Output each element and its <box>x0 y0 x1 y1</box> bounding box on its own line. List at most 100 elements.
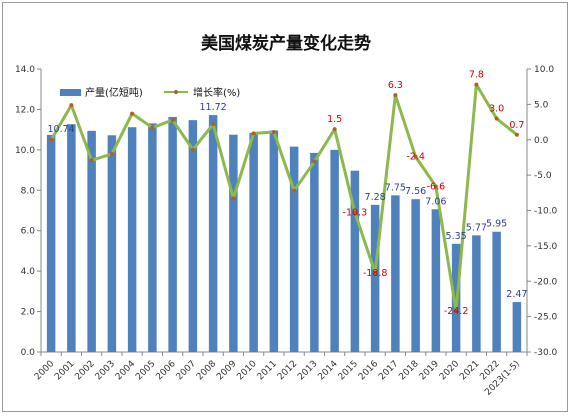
y-right-tick-label: 5.0 <box>534 100 549 110</box>
growth-rate-point <box>393 93 398 98</box>
x-tick-label: 2021 <box>458 359 481 382</box>
data-labels: 10.74 11.72 7.287.75 7.567.06 5.355.77 5.95 2.… <box>48 70 528 317</box>
growth-rate-data-label: 7.8 <box>469 70 484 81</box>
legend-label-production: 产量(亿短吨) <box>85 86 143 99</box>
y-right-tick-label: -5.0 <box>534 171 552 181</box>
growth-rate-point <box>332 127 337 132</box>
legend: 产量(亿短吨) 增长率(%) <box>60 86 240 99</box>
y-right-tick-label: -25.0 <box>534 313 558 323</box>
y-left-tick-label: 14.0 <box>15 65 35 75</box>
production-bar <box>188 120 198 352</box>
production-bar <box>269 130 279 352</box>
y-right-tick-label: -15.0 <box>534 242 558 252</box>
production-bar <box>350 170 360 352</box>
production-bar <box>168 116 177 352</box>
production-bar <box>87 130 96 352</box>
x-tick-label: 2005 <box>134 359 157 382</box>
x-tick-label: 2009 <box>215 359 238 382</box>
growth-rate-data-label: -18.8 <box>363 268 388 279</box>
x-tick-label: 2001 <box>53 359 76 382</box>
x-tick-label: 2017 <box>377 359 400 382</box>
production-data-label: 5.77 <box>466 222 487 233</box>
growth-rate-line <box>49 83 518 313</box>
x-tick-label: 2012 <box>276 359 299 382</box>
x-tick-label: 2014 <box>316 359 339 382</box>
growth-rate-point <box>231 196 236 201</box>
production-data-label: 7.06 <box>425 196 446 207</box>
x-tick-label: 2000 <box>33 359 56 382</box>
production-bar <box>229 134 238 352</box>
legend-swatch-production <box>60 89 81 96</box>
production-data-label: 7.75 <box>385 182 406 193</box>
y-left-tick-label: 0.0 <box>21 348 36 358</box>
x-tick-label: 2019 <box>418 359 441 382</box>
growth-rate-data-label: -10.3 <box>343 208 368 219</box>
production-bar <box>67 124 76 352</box>
production-bar <box>148 123 157 352</box>
production-bar <box>208 115 218 353</box>
production-bar <box>411 199 420 352</box>
production-bar <box>46 134 56 352</box>
growth-rate-point <box>49 137 54 142</box>
growth-rate-data-label: 1.5 <box>327 114 342 125</box>
growth-rate-point <box>170 117 175 122</box>
production-data-label: 7.56 <box>405 186 426 197</box>
y-left-tick-label: 8.0 <box>21 186 36 196</box>
growth-rate-point <box>292 188 297 193</box>
y-right-tick-label: 10.0 <box>534 65 554 75</box>
production-data-label: 5.95 <box>486 219 507 230</box>
x-tick-label: 2016 <box>357 359 380 382</box>
y-left-tick-label: 6.0 <box>21 227 36 237</box>
x-tick-label: 2013 <box>296 359 319 382</box>
production-bar <box>330 149 339 352</box>
production-bar <box>249 132 258 352</box>
production-bar <box>492 231 501 352</box>
growth-rate-point <box>312 159 317 164</box>
x-tick-label: 2008 <box>195 359 218 382</box>
production-bar <box>289 146 299 352</box>
growth-rate-point <box>494 116 499 121</box>
production-bar <box>370 204 380 352</box>
production-bar <box>107 135 117 352</box>
x-tick-label: 2010 <box>235 359 258 382</box>
chart-title: 美国煤炭产量变化走势 <box>201 33 371 54</box>
x-tick-label: 2003 <box>94 359 117 382</box>
y-right-tick-label: -10.0 <box>534 207 558 217</box>
growth-rate-point <box>413 154 418 159</box>
x-tick-label: 2002 <box>73 359 96 382</box>
legend-swatch-growth-marker <box>174 90 178 94</box>
y-left-tick-label: 4.0 <box>21 267 36 277</box>
growth-rate-point <box>109 151 114 156</box>
production-bar <box>310 152 319 352</box>
y-left-tick-label: 10.0 <box>15 146 35 156</box>
production-bar <box>431 209 441 352</box>
growth-rate-point <box>433 184 438 189</box>
production-data-label: 7.28 <box>365 192 386 203</box>
bar-series <box>46 115 522 353</box>
growth-rate-data-label: 0.7 <box>509 120 524 131</box>
x-tick-label: 2004 <box>114 359 137 382</box>
production-data-label: 10.74 <box>48 124 75 135</box>
production-bar <box>512 302 522 352</box>
x-tick-label: 2007 <box>175 359 198 382</box>
production-bar <box>391 195 400 352</box>
growth-rate-point <box>352 210 357 215</box>
growth-rate-point <box>190 147 195 152</box>
y-right-tick-label: 0.0 <box>534 136 549 146</box>
x-tick-label: 2015 <box>337 359 360 382</box>
growth-rate-point <box>69 103 74 108</box>
growth-rate-point <box>474 82 479 87</box>
production-data-label: 5.35 <box>446 231 467 242</box>
y-left-tick-label: 12.0 <box>15 105 35 115</box>
y-right-tick-label: -20.0 <box>534 277 558 287</box>
growth-rate-data-label: 6.3 <box>388 80 403 91</box>
growth-rate-point <box>251 131 256 136</box>
growth-rate-data-label: 3.0 <box>489 104 504 115</box>
legend-label-growth: 增长率(%) <box>193 86 240 99</box>
growth-rate-point <box>271 129 276 134</box>
growth-rate-point <box>373 270 378 275</box>
x-tick-label: 2020 <box>438 359 461 382</box>
production-data-label: 2.47 <box>506 289 527 300</box>
growth-rate-point <box>514 132 519 137</box>
